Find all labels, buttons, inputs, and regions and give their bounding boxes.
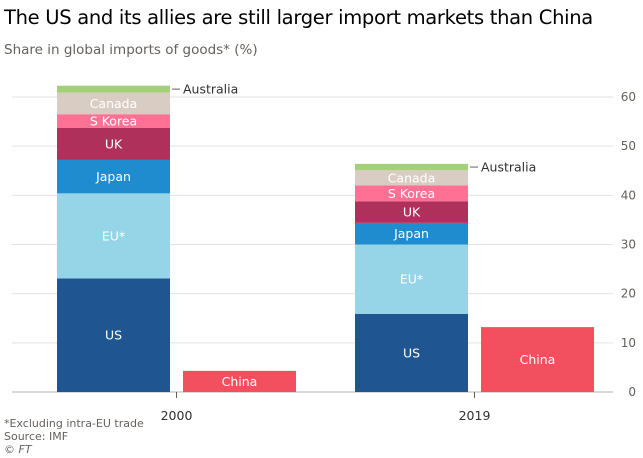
copyright: © FT <box>4 443 32 456</box>
segment-label: Australia <box>481 160 536 175</box>
bar-segment-eu-2000 <box>57 193 170 279</box>
source-note: Source: IMF <box>4 430 69 443</box>
y-tick-label: 50 <box>621 139 636 153</box>
bar-segment-australia-2000 <box>57 85 170 93</box>
x-tick-label: 2000 <box>161 408 193 423</box>
segment-label: UK <box>403 205 421 220</box>
segment-label: S Korea <box>90 114 137 129</box>
bar-segment-eu-2019 <box>355 244 468 314</box>
segment-label: Japan <box>95 169 131 184</box>
y-tick-label: 30 <box>621 238 636 252</box>
segment-label: Australia <box>183 82 238 97</box>
chart-title: The US and its allies are still larger i… <box>4 6 593 29</box>
bar-china-2019 <box>481 327 594 392</box>
y-tick-label: 0 <box>628 385 636 399</box>
bar-segment-uk-2019 <box>355 201 468 223</box>
segment-label: Canada <box>90 96 138 111</box>
segment-label: US <box>105 328 122 343</box>
x-tick-label: 2019 <box>459 408 491 423</box>
segment-label: Japan <box>393 226 429 241</box>
footnote: *Excluding intra-EU trade <box>4 417 144 430</box>
y-tick-label: 60 <box>621 90 636 104</box>
bar-segment-us-2000 <box>57 278 170 392</box>
y-tick-label: 40 <box>621 188 636 202</box>
bar-segment-japan-2019 <box>355 222 468 245</box>
segment-label: EU* <box>400 272 423 287</box>
y-tick-label: 20 <box>621 287 636 301</box>
segment-label: Canada <box>388 170 436 185</box>
bar-segment-skorea-2000 <box>57 114 170 128</box>
bar-segment-canada-2019 <box>355 170 468 186</box>
china-label: China <box>520 352 556 367</box>
bar-china-2000 <box>183 370 296 392</box>
bar-segment-australia-2019 <box>355 163 468 171</box>
segment-label: EU* <box>102 228 125 243</box>
bar-segment-canada-2000 <box>57 92 170 115</box>
chart-subtitle: Share in global imports of goods* (%) <box>4 42 258 58</box>
axes: 0 10 20 30 40 50 60 2000 2019 <box>161 90 636 423</box>
bar-segment-uk-2000 <box>57 127 170 160</box>
bar-segment-us-2019 <box>355 313 468 392</box>
segment-label: US <box>403 345 420 360</box>
segment-label: UK <box>105 136 123 151</box>
bars <box>57 85 594 392</box>
y-tick-label: 10 <box>621 336 636 350</box>
china-label: China <box>222 374 258 389</box>
bar-segment-skorea-2019 <box>355 185 468 202</box>
bar-segment-japan-2000 <box>57 159 170 194</box>
segment-label: S Korea <box>388 186 435 201</box>
